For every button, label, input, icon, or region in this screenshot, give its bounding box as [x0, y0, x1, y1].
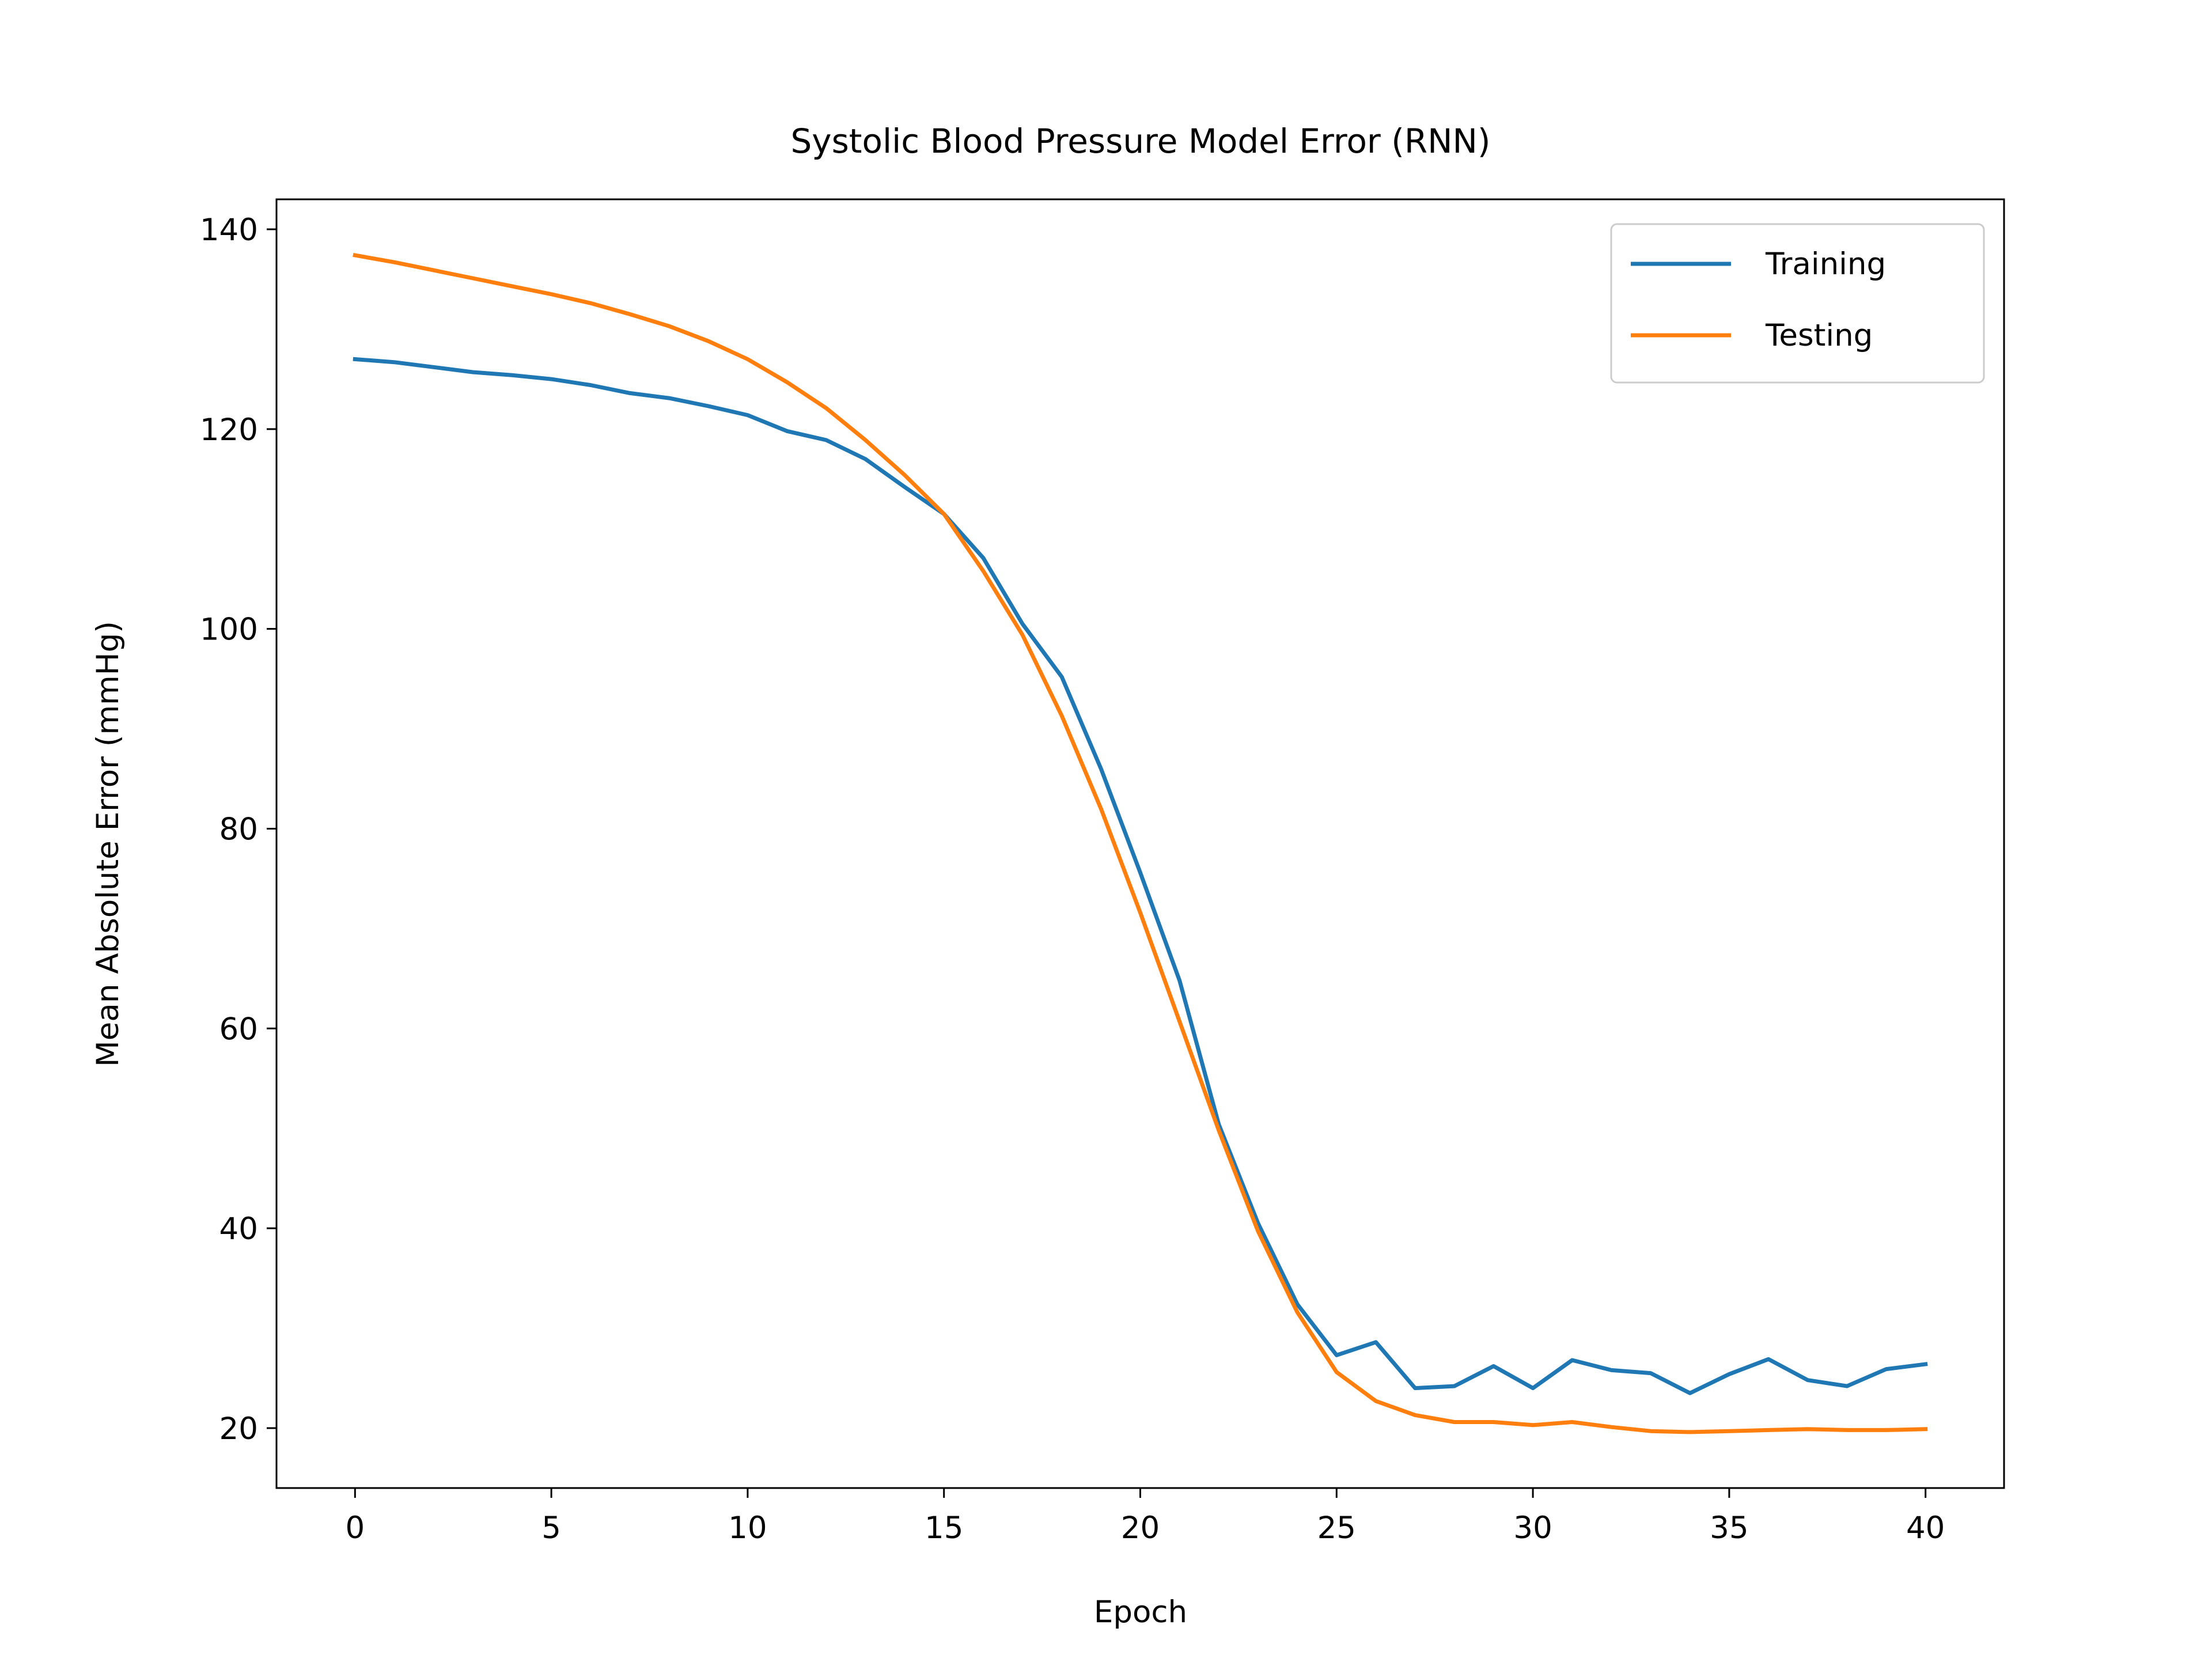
x-tick-label: 0 — [345, 1510, 365, 1546]
y-tick-label: 80 — [219, 812, 258, 847]
x-tick-label: 40 — [1906, 1510, 1945, 1546]
series-line-testing — [353, 253, 1928, 1434]
x-tick-label: 20 — [1121, 1510, 1160, 1546]
x-tick-label: 5 — [541, 1510, 561, 1546]
y-tick-label: 60 — [219, 1012, 258, 1047]
x-axis: 0 5 10 15 20 25 30 35 40 — [345, 1488, 1945, 1546]
chart-title: Systolic Blood Pressure Model Error (RNN… — [790, 122, 1490, 161]
x-tick-label: 35 — [1710, 1510, 1748, 1546]
y-axis-label: Mean Absolute Error (mmHg) — [90, 621, 126, 1067]
x-tick-label: 10 — [728, 1510, 767, 1546]
x-tick-label: 15 — [925, 1510, 963, 1546]
y-axis: 20 40 60 80 100 120 140 — [200, 213, 276, 1447]
plot-area — [353, 253, 1928, 1434]
y-tick-label: 120 — [200, 412, 258, 448]
x-tick-label: 25 — [1317, 1510, 1356, 1546]
legend-label-training: Training — [1765, 247, 1886, 282]
legend-label-testing: Testing — [1765, 318, 1873, 353]
y-tick-label: 100 — [200, 612, 258, 648]
legend: Training Testing — [1610, 223, 1985, 384]
y-tick-label: 40 — [219, 1212, 258, 1247]
y-tick-label: 140 — [200, 213, 258, 248]
series-line-training — [353, 357, 1928, 1395]
x-axis-label: Epoch — [1094, 1595, 1187, 1630]
x-tick-label: 30 — [1513, 1510, 1552, 1546]
y-tick-label: 20 — [219, 1411, 258, 1447]
